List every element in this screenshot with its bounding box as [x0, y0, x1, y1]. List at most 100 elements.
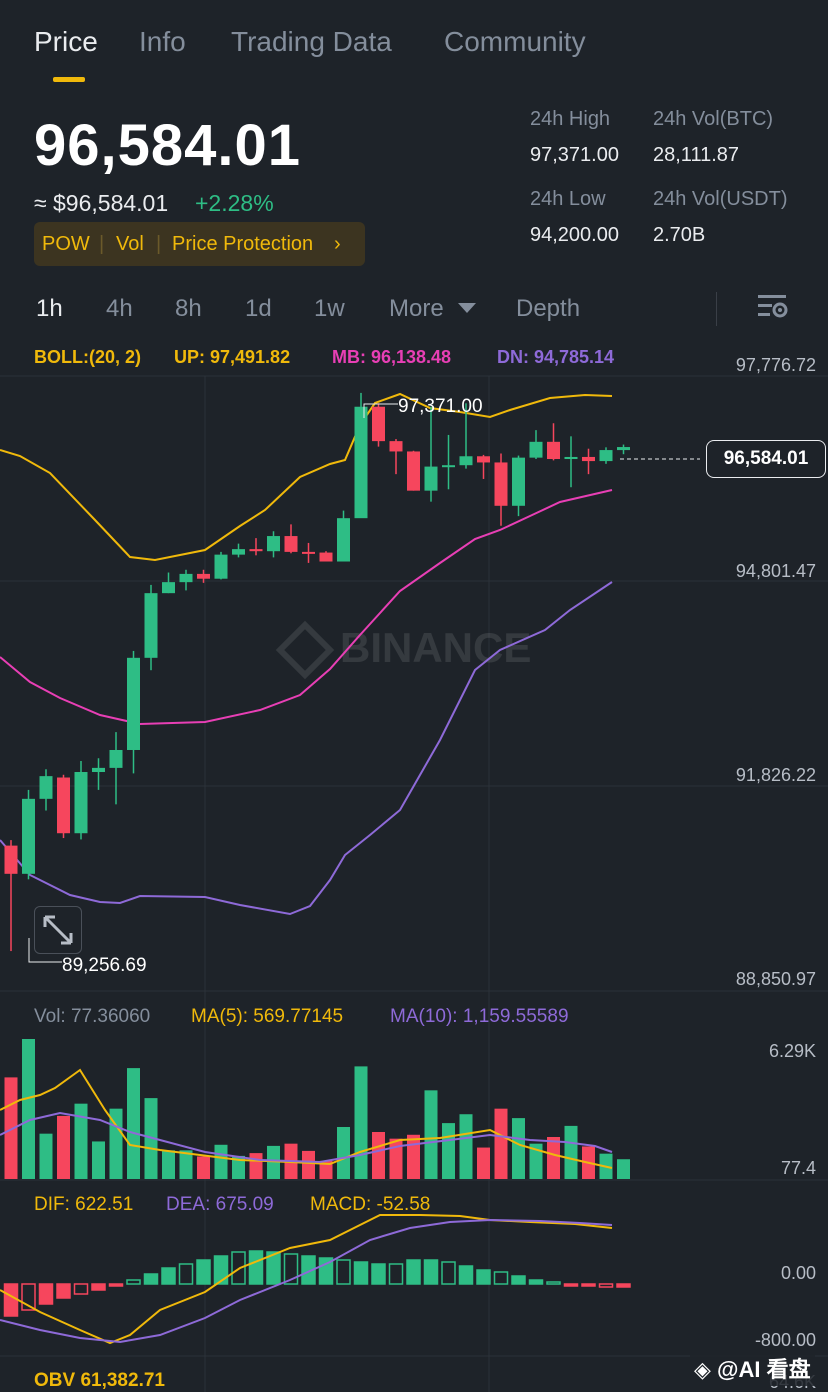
stat-24h-vol-btc-value: 28,111.87: [653, 144, 740, 166]
candle-body: [162, 582, 175, 594]
tag-vol[interactable]: Vol: [116, 233, 144, 255]
volume-bar: [267, 1145, 280, 1179]
candle-body: [197, 573, 210, 579]
candle-body: [512, 457, 525, 506]
tab-community[interactable]: Community: [444, 26, 586, 57]
macd-bar: [563, 1283, 579, 1287]
timeframe-1w[interactable]: 1w: [314, 295, 345, 322]
macd-histogram: [3, 1250, 631, 1317]
candle-body: [267, 536, 280, 552]
tag-price-protection[interactable]: Price Protection: [172, 233, 314, 255]
timeframe-4h[interactable]: 4h: [106, 295, 133, 322]
candle-body: [599, 450, 613, 462]
volume-bar: [57, 1115, 70, 1179]
volume-bar: [407, 1134, 420, 1179]
boll-lower-line: [0, 581, 613, 916]
volume-bar: [302, 1150, 315, 1179]
timeframe-1d[interactable]: 1d: [245, 295, 272, 322]
footer-watermark: ◈ @AI 看盘: [690, 1352, 815, 1386]
stat-24h-low-value: 94,200.00: [530, 224, 619, 246]
candle-body: [424, 466, 438, 491]
candle-body: [319, 552, 333, 562]
macd-bar: [196, 1259, 211, 1285]
price-change-percent: +2.28%: [195, 190, 274, 216]
expand-chart-button[interactable]: [34, 906, 82, 954]
candle-body: [127, 657, 140, 750]
price-usd-equivalent: ≈ $96,584.01: [34, 190, 169, 216]
high-marker-line: [363, 403, 398, 418]
volume-bars: [4, 1039, 630, 1179]
volume-ma10-line: [0, 1111, 613, 1164]
stat-24h-vol-usdt-value: 2.70B: [653, 224, 706, 246]
volume-bar: [564, 1125, 578, 1179]
candle-body: [4, 845, 18, 874]
volume-bar: [162, 1150, 175, 1179]
macd-bar: [21, 1283, 36, 1311]
tag-pow[interactable]: POW: [42, 233, 90, 255]
toolbar-divider: [716, 292, 717, 326]
candle-body: [337, 518, 350, 562]
macd-bar: [143, 1273, 159, 1285]
price-chart[interactable]: BINANCE 97,371.00 89,256.69: [0, 340, 828, 1392]
top-tabs: Price Info Trading Data Community: [0, 0, 828, 84]
macd-bar: [38, 1283, 54, 1305]
boll-middle-line: [0, 489, 613, 726]
tab-trading-data[interactable]: Trading Data: [231, 26, 392, 57]
macd-bar: [301, 1255, 316, 1285]
binance-watermark: BINANCE: [275, 620, 531, 680]
volume-bar: [372, 1132, 385, 1179]
caret-down-icon[interactable]: [456, 300, 478, 316]
macd-bar: [546, 1281, 561, 1285]
candle-body: [214, 554, 228, 579]
chart-settings-icon[interactable]: [756, 292, 790, 322]
macd-bar: [248, 1250, 264, 1285]
timeframe-8h[interactable]: 8h: [175, 295, 202, 322]
volume-bar: [127, 1068, 140, 1179]
tag-bar[interactable]: POW | Vol | Price Protection ›: [34, 222, 365, 266]
volume-bar: [109, 1108, 123, 1179]
candle-body: [22, 798, 35, 874]
candle-body: [407, 451, 420, 491]
macd-bar: [493, 1271, 509, 1285]
stat-24h-high-label: 24h High: [530, 108, 611, 130]
macd-bar: [108, 1283, 124, 1287]
macd-bar: [388, 1263, 404, 1285]
macd-dea-label: DEA: 675.09: [166, 1194, 274, 1215]
macd-bar: [458, 1265, 474, 1285]
candle-body: [389, 441, 403, 452]
watermark-text: BINANCE: [340, 624, 531, 671]
current-price-tag: 96,584.01: [706, 440, 826, 478]
macd-bar: [598, 1283, 614, 1288]
volume-bar: [442, 1123, 455, 1179]
boll-upper-line: [0, 392, 613, 562]
candle-body: [74, 772, 88, 834]
tab-info[interactable]: Info: [139, 26, 186, 57]
candle-body: [39, 776, 53, 799]
timeframe-depth[interactable]: Depth: [516, 295, 581, 322]
macd-bar: [441, 1261, 456, 1285]
volume-bar: [74, 1103, 88, 1179]
low-marker-line: [28, 938, 62, 963]
macd-bar: [283, 1253, 299, 1285]
volume-bar: [512, 1118, 525, 1179]
candle-body: [92, 767, 105, 773]
volume-bar: [547, 1137, 560, 1179]
volume-bar: [354, 1066, 368, 1179]
timeframe-more[interactable]: More: [389, 295, 444, 322]
candle-body: [372, 406, 385, 442]
macd-bar: [3, 1283, 19, 1317]
tag-separator: |: [99, 233, 105, 255]
volume-bar: [39, 1133, 53, 1179]
price-axis-label: 94,801.47: [735, 561, 816, 581]
boll-up: UP: 97,491.82: [174, 347, 291, 367]
macd-bar: [178, 1263, 194, 1285]
volume-bar: [459, 1114, 473, 1179]
volume-bar: [337, 1127, 350, 1179]
candle-body: [179, 573, 193, 583]
boll-mb: MB: 96,138.48: [332, 347, 452, 367]
volume-axis-label: 77.4: [780, 1158, 816, 1178]
timeframe-1h[interactable]: 1h: [36, 295, 63, 322]
boll-label: BOLL:(20, 2): [34, 347, 142, 367]
macd-bar: [336, 1259, 351, 1285]
tab-price[interactable]: Price: [34, 26, 98, 57]
